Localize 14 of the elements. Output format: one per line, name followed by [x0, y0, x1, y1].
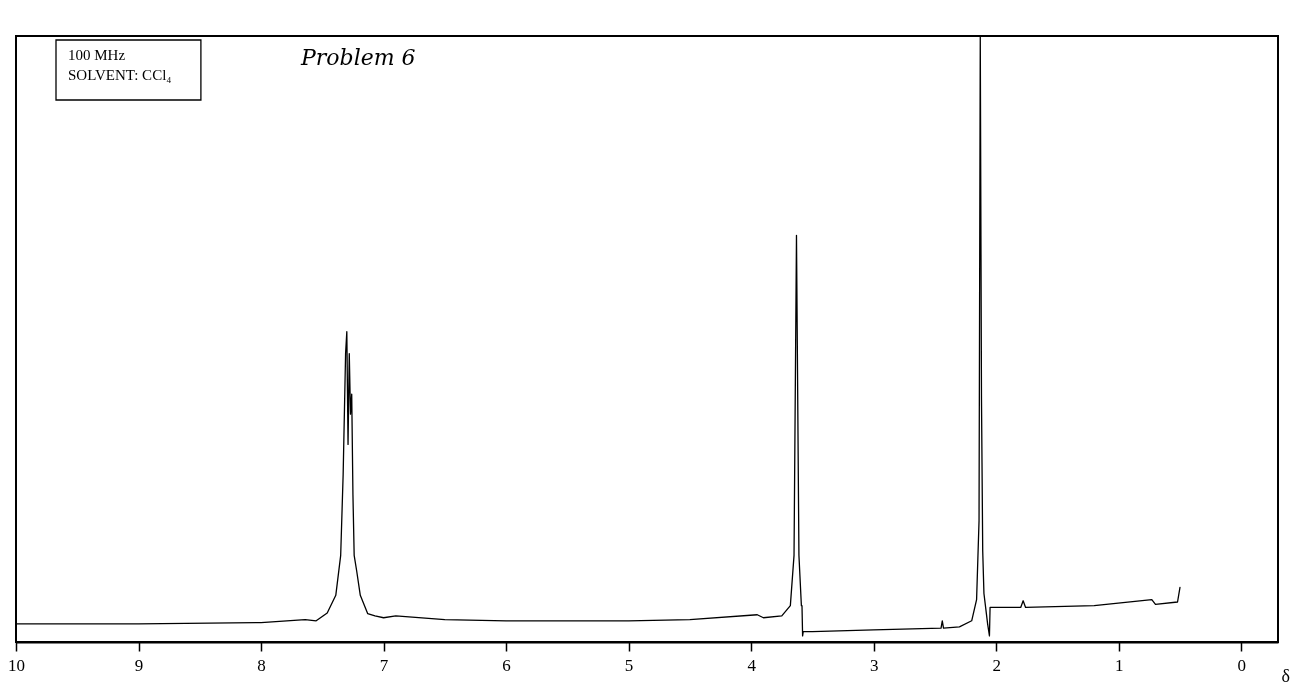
- x-tick-label: 8: [257, 655, 266, 675]
- x-tick-label: 1: [1114, 655, 1124, 675]
- x-axis-title: δ: [1281, 665, 1290, 686]
- x-tick-label: 9: [134, 655, 144, 675]
- x-tick-label: 2: [992, 655, 1001, 675]
- x-tick-label: 0: [1237, 655, 1246, 675]
- annotation: 100 MHz SOLVENT: CCl₄: [68, 47, 172, 83]
- x-tick-label: 3: [869, 655, 879, 675]
- x-tick-label: 4: [747, 655, 757, 675]
- x-tick-label: 7: [379, 655, 389, 675]
- x-tick-label: 6: [502, 655, 511, 675]
- x-tick-label: 10: [8, 655, 25, 675]
- annotation: Problem 6: [300, 45, 416, 70]
- x-tick-label: 5: [624, 655, 634, 675]
